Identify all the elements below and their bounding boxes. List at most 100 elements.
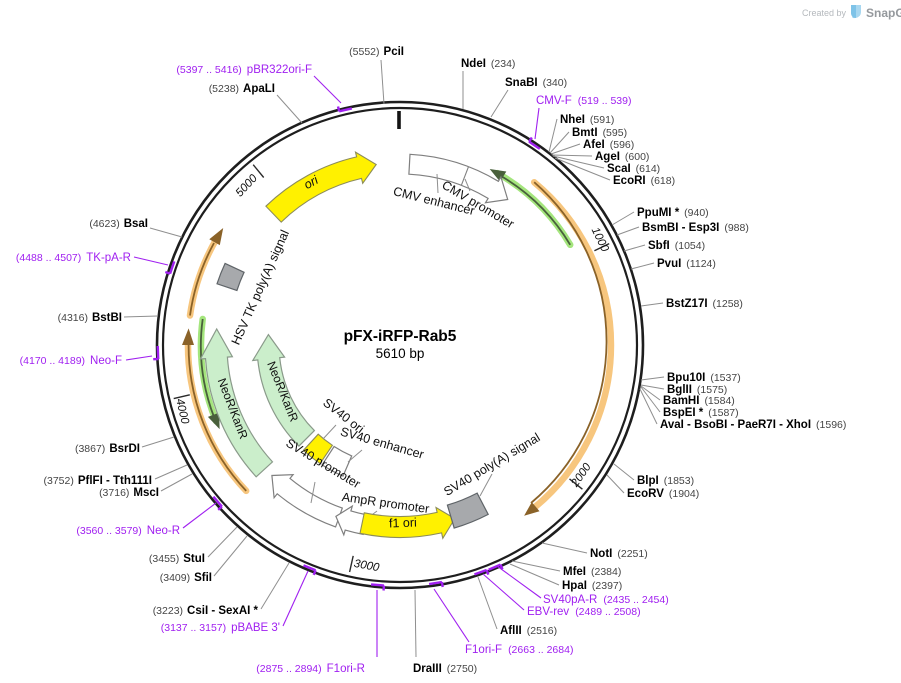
tick-3000: [348, 555, 354, 573]
tick-label-5000: 5000: [234, 172, 261, 199]
svg-text:BamHI(1584): BamHI (1584): [663, 395, 735, 407]
site-StuI: (3455) StuI: [149, 526, 238, 565]
site-ApaLI: (5238) ApaLI: [209, 83, 303, 124]
site-SbfI: SbfI (1054): [623, 240, 705, 252]
svg-text:HpaI(2397): HpaI (2397): [562, 580, 622, 592]
neor-kanr-arrow-inner: [251, 333, 316, 447]
site-BamHI: BamHI (1584): [640, 385, 735, 407]
site-BglII: BglII (1575): [640, 384, 727, 396]
tick-1000: [594, 242, 610, 252]
primer-Neo-F: (4170 .. 4189) Neo-F: [20, 345, 160, 367]
primer-pBR322ori-F: (5397 .. 5416) pBR322ori-F: [176, 64, 353, 113]
sv40-polya-label: SV40 poly(A) signal: [441, 430, 542, 499]
svg-text:(3867)BsrDI: (3867) BsrDI: [75, 443, 140, 455]
orf-arrowhead: [524, 502, 540, 516]
plasmid-name: pFX-iRFP-Rab5: [344, 328, 457, 345]
sv40-ori-leader: [322, 424, 337, 440]
svg-text:(4623)BsaI: (4623) BsaI: [89, 218, 148, 230]
sv40-promoter-arrow: [271, 473, 344, 528]
plasmid-size: 5610 bp: [376, 346, 425, 361]
site-HpaI: HpaI (2397): [509, 563, 622, 592]
site-PciI: (5552) PciI: [349, 46, 404, 105]
site-AgeI: AgeI (600): [551, 151, 649, 163]
svg-text:(3137 .. 3157)pBABE 3': (3137 .. 3157) pBABE 3': [161, 622, 280, 634]
primer-EBV-rev: EBV-rev (2489 .. 2508): [474, 568, 641, 618]
svg-text:PvuI(1124): PvuI (1124): [657, 258, 716, 270]
primer-SV40pA-R: SV40pA-R (2435 .. 2454): [488, 563, 669, 606]
site-SfiI: (3409) SfiI: [160, 535, 248, 584]
site-AfeI: AfeI (596): [550, 139, 634, 155]
svg-text:BmtI(595): BmtI (595): [572, 127, 627, 139]
sv40-enhancer-box: [321, 445, 353, 477]
tick-label-3000: 3000: [353, 558, 381, 574]
f1-ori-label: f1 ori: [389, 516, 417, 531]
snapgene-brand-label: SnapGene: [866, 6, 901, 20]
svg-text:PpuMI *(940): PpuMI * (940): [637, 207, 709, 219]
svg-text:BglII(1575): BglII (1575): [667, 384, 727, 396]
site-SnaBI: SnaBI (340): [490, 77, 567, 118]
cmv-enhancer-leader: [436, 173, 439, 194]
site-AflII: AflII (2516): [477, 576, 557, 637]
site-BstBI: (4316) BstBI: [58, 312, 159, 324]
svg-text:(4316)BstBI: (4316) BstBI: [58, 312, 122, 324]
svg-text:BlpI(1853): BlpI (1853): [637, 475, 694, 487]
outer-ring: [155, 100, 645, 590]
created-by-label: Created by: [802, 8, 847, 18]
site-Bpu10I: Bpu10I (1537): [640, 372, 741, 384]
site-EcoRI: EcoRI (618): [554, 157, 675, 187]
orf-arrowhead: [209, 228, 224, 246]
site-AvaI-BsoBI-PaeR7I-XhoI: AvaI - BsoBI - PaeR7I - XhoI (1596): [639, 388, 846, 431]
tick-label-4000: 4000: [173, 398, 191, 426]
orf-arc-right-green: [489, 169, 574, 249]
primer-CMV-F: CMV-F (519 .. 539): [528, 95, 631, 150]
svg-text:SnaBI(340): SnaBI (340): [505, 77, 567, 89]
svg-text:(4488 .. 4507)TK-pA-R: (4488 .. 4507) TK-pA-R: [16, 252, 131, 264]
site-PvuI: PvuI (1124): [630, 258, 716, 270]
site-PpuMI: PpuMI * (940): [611, 207, 709, 226]
svg-text:BspEI *(1587): BspEI * (1587): [663, 407, 739, 419]
svg-text:(3455)StuI: (3455) StuI: [149, 553, 205, 565]
svg-text:AfeI(596): AfeI (596): [583, 139, 634, 151]
cmv-enhancer-promoter-arrow: [408, 153, 509, 204]
site-CsiI-SexAI: (3223) CsiI - SexAI *: [153, 562, 290, 617]
site-BsmBI-Esp3I: BsmBI - Esp3I (988): [616, 222, 749, 236]
svg-text:NheI(591): NheI (591): [560, 114, 614, 126]
cmv-divider: [460, 166, 470, 186]
site-MfeI: MfeI (2384): [511, 560, 621, 578]
site-BsaI: (4623) BsaI: [89, 218, 183, 238]
snapgene-icon-shade: [851, 5, 856, 18]
orf-arrowhead: [182, 328, 194, 345]
site-BmtI: BmtI (595): [549, 127, 627, 154]
orf-arrowhead: [489, 169, 507, 182]
svg-text:Bpu10I(1537): Bpu10I (1537): [667, 372, 741, 384]
primer-pBABE-3: (3137 .. 3157) pBABE 3': [161, 564, 317, 634]
snapgene-watermark: Created by SnapGene: [802, 5, 901, 20]
svg-text:BsmBI - Esp3I(988): BsmBI - Esp3I (988): [642, 222, 749, 234]
svg-text:(3716)MscI: (3716) MscI: [99, 487, 159, 499]
orf-arcs: [182, 169, 615, 516]
hsv-tk-polya-box: [216, 262, 245, 292]
primer-F1ori-F: F1ori-F (2663 .. 2684): [428, 580, 573, 656]
tick-2000: [569, 478, 583, 490]
svg-text:(5238)ApaLI: (5238) ApaLI: [209, 83, 275, 95]
site-NheI: NheI (591): [548, 114, 614, 153]
site-EcoRV: EcoRV (1904): [606, 474, 699, 500]
orf-arc-left-upper-orange: [186, 228, 224, 319]
svg-text:SbfI(1054): SbfI (1054): [648, 240, 705, 252]
site-MscI: (3716) MscI: [99, 473, 193, 499]
orf-arc-left-green: [197, 315, 220, 430]
svg-text:EcoRI(618): EcoRI (618): [613, 175, 675, 187]
svg-text:EBV-rev(2489 .. 2508): EBV-rev (2489 .. 2508): [527, 606, 641, 618]
svg-text:(4170 .. 4189)Neo-F: (4170 .. 4189) Neo-F: [20, 355, 122, 367]
primer-F1ori-R: (2875 .. 2894) F1ori-R: [256, 583, 386, 675]
primers: (5397 .. 5416) pBR322ori-F CMV-F (519 .. 5…: [16, 64, 669, 675]
sv40-promoter-leader: [310, 481, 316, 504]
site-NdeI: NdeI (234): [461, 58, 515, 109]
neor-kanr-arrow-outer: [199, 327, 274, 478]
svg-text:CMV-F(519 .. 539): CMV-F (519 .. 539): [536, 95, 631, 107]
svg-text:F1ori-F(2663 .. 2684): F1ori-F (2663 .. 2684): [465, 644, 573, 656]
svg-text:(3752)PflFI - Tth111I: (3752) PflFI - Tth111I: [44, 475, 153, 487]
site-NotI: NotI (2251): [541, 542, 648, 560]
primer-Neo-R: (3560 .. 3579) Neo-R: [76, 495, 223, 537]
